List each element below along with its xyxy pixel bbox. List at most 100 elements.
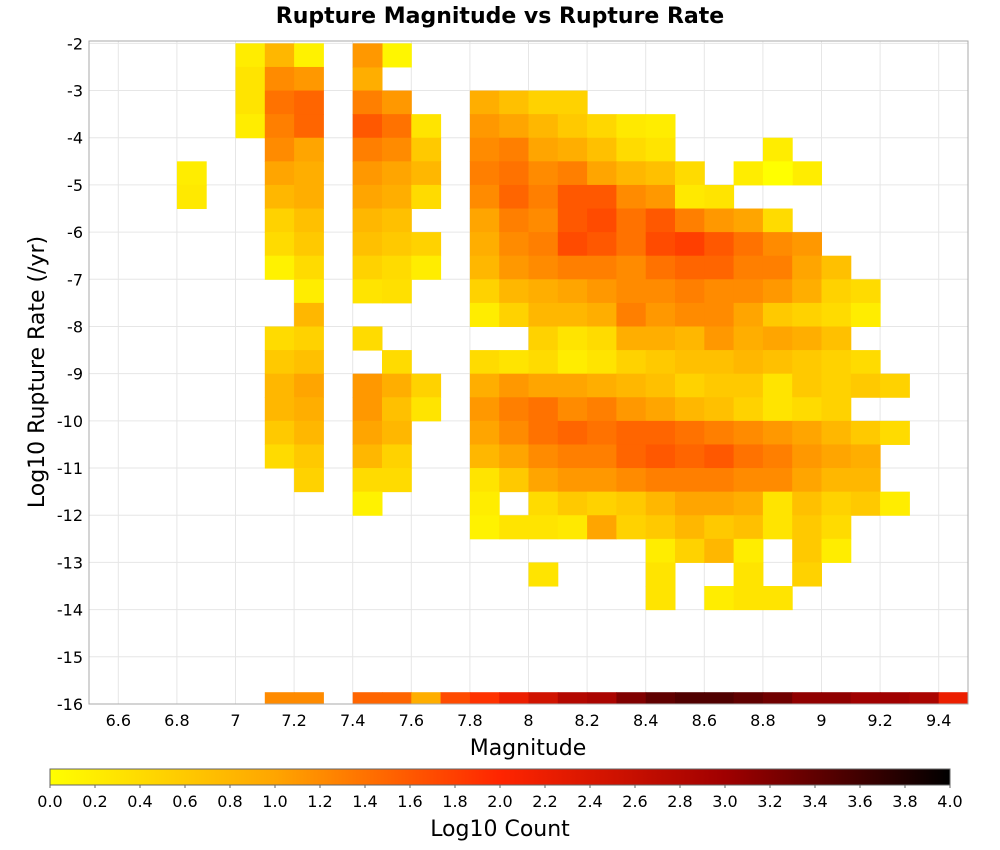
heatmap-cell bbox=[294, 66, 324, 92]
heatmap-cell bbox=[382, 90, 412, 115]
heatmap-cell bbox=[382, 420, 412, 445]
heatmap-cell bbox=[294, 161, 324, 186]
heatmap-cell bbox=[821, 515, 852, 540]
y-tick-label: -15 bbox=[57, 648, 83, 667]
heatmap-cell bbox=[762, 255, 793, 280]
heatmap-cell bbox=[499, 208, 529, 233]
heatmap-cell bbox=[469, 114, 500, 139]
heatmap-cell bbox=[645, 161, 676, 186]
heatmap-cell bbox=[294, 137, 324, 162]
heatmap-cell bbox=[557, 350, 588, 375]
heatmap-cell bbox=[469, 161, 500, 186]
heatmap-cell bbox=[382, 255, 412, 280]
heatmap-cell bbox=[587, 161, 617, 186]
heatmap-cell bbox=[645, 232, 676, 257]
heatmap-cell bbox=[733, 350, 764, 375]
heatmap-cell bbox=[645, 279, 676, 304]
heatmap-cell bbox=[645, 562, 676, 587]
heatmap-cell bbox=[850, 373, 881, 398]
heatmap-cell bbox=[587, 444, 617, 469]
heatmap-cell bbox=[821, 350, 852, 375]
heatmap-cell bbox=[352, 468, 383, 493]
heatmap-cell bbox=[792, 161, 822, 186]
heatmap-cell bbox=[294, 208, 324, 233]
heatmap-cell bbox=[557, 208, 588, 233]
heatmap-cell bbox=[499, 232, 529, 257]
heatmap-cell bbox=[704, 468, 735, 493]
heatmap-cell bbox=[645, 114, 676, 139]
x-tick-label: 9.4 bbox=[926, 711, 951, 730]
heatmap-cell bbox=[587, 692, 617, 705]
heatmap-cell bbox=[294, 420, 324, 445]
heatmap-cell bbox=[382, 184, 412, 210]
heatmap-cell bbox=[469, 692, 500, 705]
plot-frame bbox=[88, 40, 969, 705]
heatmap-cell bbox=[616, 208, 647, 233]
heatmap-cell bbox=[733, 692, 764, 705]
heatmap-cell bbox=[762, 350, 793, 375]
heatmap-cell bbox=[557, 515, 588, 540]
heatmap-cell bbox=[499, 420, 529, 445]
colorbar-tick-label: 0.0 bbox=[37, 792, 62, 811]
heatmap-cell bbox=[352, 692, 383, 705]
heatmap-cell bbox=[557, 420, 588, 445]
heatmap-cell bbox=[469, 90, 500, 115]
heatmap-cell bbox=[499, 302, 529, 327]
heatmap-cell bbox=[587, 279, 617, 304]
heatmap-cell bbox=[499, 279, 529, 304]
heatmap-cell bbox=[850, 444, 881, 469]
heatmap-cell bbox=[294, 279, 324, 304]
heatmap-cell bbox=[762, 161, 793, 186]
heatmap-cell bbox=[264, 444, 295, 469]
heatmap-cell bbox=[733, 444, 764, 469]
heatmap-cell bbox=[499, 137, 529, 162]
colorbar bbox=[49, 768, 951, 786]
heatmap-cell bbox=[792, 350, 822, 375]
heatmap-cell bbox=[821, 491, 852, 516]
heatmap-cell bbox=[528, 444, 559, 469]
heatmap-cell bbox=[499, 90, 529, 115]
heatmap-cell bbox=[557, 279, 588, 304]
heatmap-cell bbox=[616, 420, 647, 445]
heatmap-cell bbox=[850, 468, 881, 493]
colorbar-tick-label: 3.2 bbox=[757, 792, 782, 811]
heatmap-cell bbox=[352, 444, 383, 469]
heatmap-cell bbox=[264, 397, 295, 422]
heatmap-cell bbox=[733, 373, 764, 398]
heatmap-cell bbox=[675, 444, 705, 469]
heatmap-cell bbox=[528, 90, 559, 115]
heatmap-cell bbox=[176, 161, 207, 186]
x-axis-label: Magnitude bbox=[470, 736, 587, 761]
heatmap-cell bbox=[557, 373, 588, 398]
y-tick-label: -11 bbox=[57, 459, 83, 478]
y-tick-label: -7 bbox=[67, 270, 83, 289]
heatmap-cell bbox=[704, 279, 735, 304]
heatmap-cell bbox=[294, 43, 324, 68]
heatmap-cell bbox=[294, 468, 324, 493]
heatmap-cell bbox=[645, 373, 676, 398]
heatmap-cell bbox=[616, 692, 647, 705]
heatmap-cell bbox=[850, 692, 881, 705]
heatmap-cell bbox=[557, 302, 588, 327]
heatmap-cell bbox=[294, 326, 324, 351]
heatmap-cell bbox=[762, 468, 793, 493]
heatmap-cell bbox=[352, 137, 383, 162]
heatmap-cell bbox=[704, 491, 735, 516]
heatmap-cell bbox=[762, 397, 793, 422]
x-tick-label: 7.8 bbox=[457, 711, 482, 730]
heatmap-cell bbox=[587, 491, 617, 516]
heatmap-cell bbox=[411, 373, 442, 398]
heatmap-cell bbox=[557, 137, 588, 162]
heatmap-cell bbox=[645, 397, 676, 422]
heatmap-cell bbox=[675, 468, 705, 493]
heatmap-cell bbox=[294, 302, 324, 327]
heatmap-cell bbox=[411, 137, 442, 162]
heatmap-cell bbox=[587, 397, 617, 422]
x-tick-label: 8.6 bbox=[692, 711, 717, 730]
heatmap-cell bbox=[616, 326, 647, 351]
heatmap-cell bbox=[792, 444, 822, 469]
heatmap-cell bbox=[616, 232, 647, 257]
heatmap-cell bbox=[792, 232, 822, 257]
heatmap-cell bbox=[733, 326, 764, 351]
colorbar-tick-label: 2.0 bbox=[487, 792, 512, 811]
